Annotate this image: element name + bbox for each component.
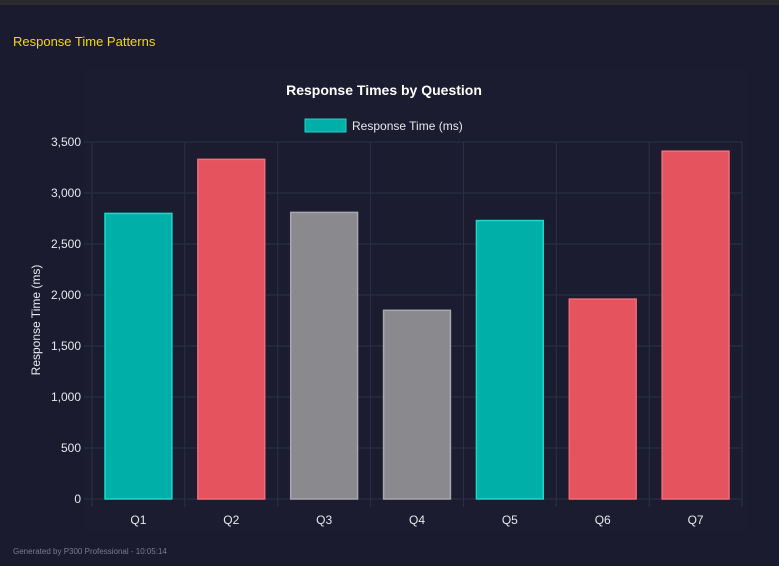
- bar-q2[interactable]: [197, 158, 266, 500]
- y-tick-label: 1,000: [51, 390, 81, 404]
- bar-q7[interactable]: [661, 150, 730, 500]
- bar-q3[interactable]: [289, 211, 359, 500]
- bar-q1[interactable]: [104, 212, 173, 500]
- y-axis-label: Response Time (ms): [29, 265, 43, 376]
- chart-title: Response Times by Question: [286, 82, 482, 98]
- footer-text: Generated by P300 Professional - 10:05:1…: [13, 547, 167, 556]
- x-tick-label: Q2: [223, 513, 239, 527]
- x-tick-label: Q5: [502, 513, 518, 527]
- x-tick-label: Q4: [409, 513, 425, 527]
- x-tick-label: Q7: [688, 513, 704, 527]
- y-tick-label: 2,500: [51, 237, 81, 251]
- y-tick-label: 2,000: [51, 288, 81, 302]
- x-tick-label: Q6: [595, 513, 611, 527]
- bar-q5[interactable]: [475, 219, 545, 500]
- legend-swatch[interactable]: [304, 118, 347, 133]
- legend-label[interactable]: Response Time (ms): [352, 119, 463, 133]
- bar-q6[interactable]: [568, 298, 637, 500]
- y-tick-label: 3,500: [51, 135, 81, 149]
- top-bar: [0, 0, 779, 5]
- y-tick-label: 500: [61, 441, 81, 455]
- x-tick-label: Q1: [130, 513, 146, 527]
- x-tick-label: Q3: [316, 513, 332, 527]
- bar-q4[interactable]: [382, 309, 452, 500]
- y-tick-label: 1,500: [51, 339, 81, 353]
- section-title: Response Time Patterns: [13, 34, 156, 49]
- y-tick-label: 0: [74, 492, 81, 506]
- y-tick-label: 3,000: [51, 186, 81, 200]
